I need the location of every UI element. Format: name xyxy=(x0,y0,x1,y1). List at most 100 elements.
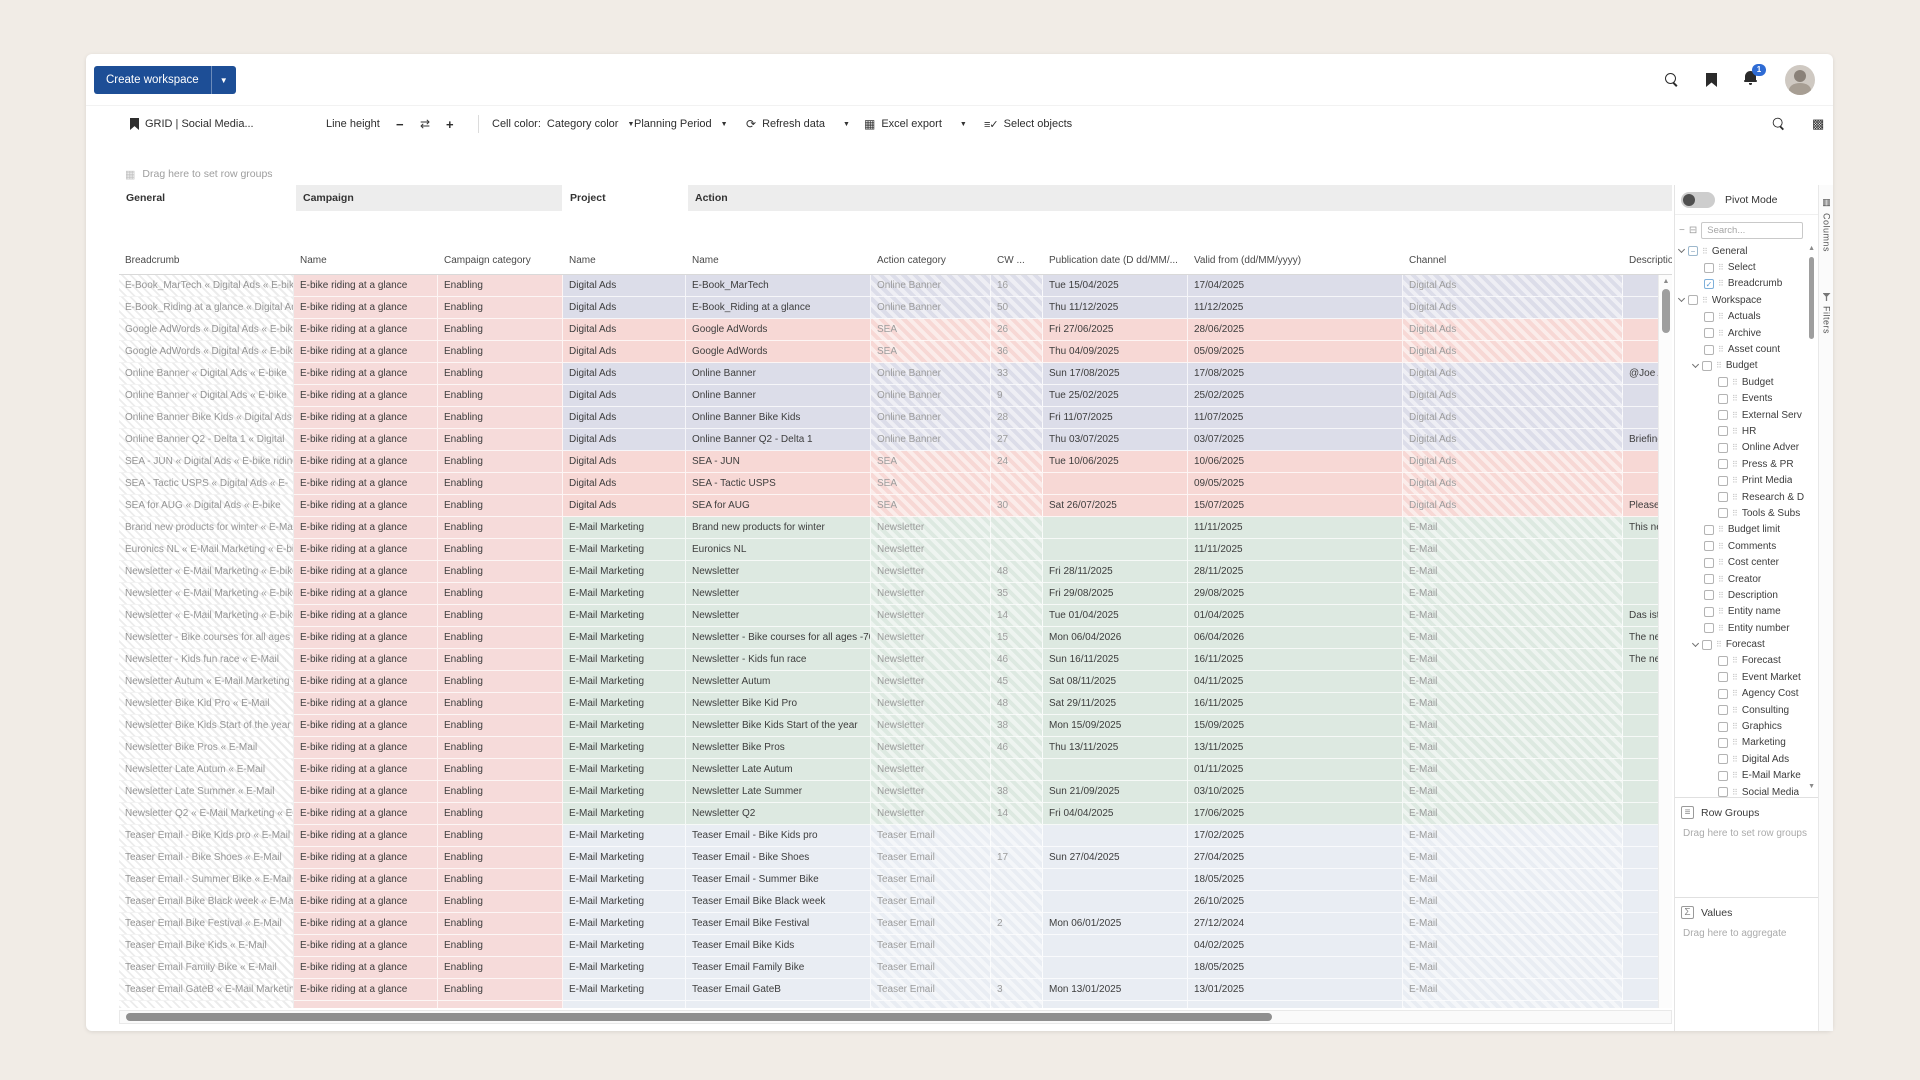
grid-cell[interactable] xyxy=(1043,539,1188,561)
tree-item[interactable]: ⠿ Agency Cost xyxy=(1675,686,1818,702)
tree-item[interactable]: ⠿ Cost center xyxy=(1675,554,1818,570)
grid-cell[interactable] xyxy=(1043,759,1188,781)
grid-cell[interactable] xyxy=(294,1001,438,1008)
cell-color-dropdown[interactable]: Cell color: Category color ▼ xyxy=(492,106,634,142)
grid-cell[interactable]: Teaser Email xyxy=(871,869,991,891)
grid-cell[interactable] xyxy=(991,891,1043,913)
grid-cell[interactable]: SEA for AUG xyxy=(686,495,871,517)
grid-cell[interactable]: 11/11/2025 xyxy=(1188,539,1403,561)
row-groups-section[interactable]: ≡ Row Groups Drag here to set row groups xyxy=(1675,797,1818,897)
grid-cell[interactable]: 24 xyxy=(991,451,1043,473)
grid-cell[interactable]: 3 xyxy=(991,979,1043,1001)
grid-row[interactable]: Teaser Email - Bike Kids pro « E-Mail E-b… xyxy=(119,825,1672,847)
grid-row[interactable]: Teaser Email GateB « E-Mail MarketingE-b… xyxy=(119,979,1672,1001)
grid-cell[interactable]: E-Mail xyxy=(1403,649,1623,671)
grid-cell[interactable]: Newsletter Late Autum « E-Mail xyxy=(119,759,294,781)
checkbox[interactable] xyxy=(1718,737,1728,748)
grid-cell[interactable]: Enabling xyxy=(438,715,563,737)
column-header[interactable]: CW ... xyxy=(997,255,1025,266)
grid-cell[interactable]: Online Banner xyxy=(686,363,871,385)
checkbox[interactable] xyxy=(1718,655,1728,666)
grid-cell[interactable]: E-Mail xyxy=(1403,605,1623,627)
grid-cell[interactable]: Enabling xyxy=(438,297,563,319)
tree-item[interactable]: ⠿ Entity number xyxy=(1675,620,1818,636)
drag-grip-icon[interactable]: ⠿ xyxy=(1718,607,1724,617)
grid-cell[interactable]: Teaser Email xyxy=(871,891,991,913)
grid-cell[interactable]: Newsletter xyxy=(871,517,991,539)
grid-cell[interactable]: E-Mail Marketing xyxy=(563,539,686,561)
grid-cell[interactable]: 25/02/2025 xyxy=(1188,385,1403,407)
grid-cell[interactable]: Digital Ads xyxy=(1403,341,1623,363)
tree-item[interactable]: ⠿ Asset count xyxy=(1675,341,1818,357)
grid-cell[interactable]: Teaser Email - Bike Kids pro xyxy=(686,825,871,847)
grid-cell[interactable]: E-bike riding at a glance xyxy=(294,451,438,473)
grid-cell[interactable]: 17 xyxy=(991,847,1043,869)
grid-cell[interactable]: Digital Ads xyxy=(1403,297,1623,319)
grid-cell[interactable]: E-Mail xyxy=(1403,891,1623,913)
grid-cell[interactable]: SEA xyxy=(871,473,991,495)
grid-cell[interactable]: Enabling xyxy=(438,935,563,957)
grid-cell[interactable]: E-bike riding at a glance xyxy=(294,297,438,319)
grid-cell[interactable]: Digital Ads xyxy=(563,473,686,495)
checkbox[interactable]: ✓ xyxy=(1704,278,1714,289)
grid-cell[interactable]: Digital Ads xyxy=(563,385,686,407)
grid-cell[interactable]: E-bike riding at a glance xyxy=(294,979,438,1001)
collapse-all-icon[interactable]: − xyxy=(1679,224,1685,236)
grid-cell[interactable]: Newsletter - Bike courses for all ages -… xyxy=(686,627,871,649)
grid-cell[interactable] xyxy=(991,935,1043,957)
checkbox[interactable] xyxy=(1718,705,1728,716)
grid-cell[interactable]: Teaser Email GateB xyxy=(686,979,871,1001)
column-header[interactable]: Action category xyxy=(877,255,946,266)
grid-cell[interactable]: Thu 03/07/2025 xyxy=(1043,429,1188,451)
line-height-decrease-button[interactable]: − xyxy=(396,116,404,132)
grid-cell[interactable]: Sun 16/11/2025 xyxy=(1043,649,1188,671)
grid-cell[interactable] xyxy=(991,869,1043,891)
grid-cell[interactable]: SEA xyxy=(871,451,991,473)
grid-cell[interactable]: E-bike riding at a glance xyxy=(294,891,438,913)
grid-cell[interactable]: Enabling xyxy=(438,627,563,649)
grid-cell[interactable]: 11/11/2025 xyxy=(1188,517,1403,539)
grid-cell[interactable]: Digital Ads xyxy=(1403,473,1623,495)
grid-cell[interactable]: E-bike riding at a glance xyxy=(294,605,438,627)
grid-cell[interactable] xyxy=(991,473,1043,495)
grid-cell[interactable]: E-bike riding at a glance xyxy=(294,495,438,517)
grid-cell[interactable]: Newsletter « E-Mail Marketing « E-bike xyxy=(119,583,294,605)
grid-cell[interactable]: E-bike riding at a glance xyxy=(294,407,438,429)
grid-cell[interactable]: Google AdWords xyxy=(686,341,871,363)
grid-cell[interactable]: Digital Ads xyxy=(1403,319,1623,341)
checkbox[interactable] xyxy=(1688,295,1698,306)
checkbox[interactable] xyxy=(1718,770,1728,781)
create-workspace-label[interactable]: Create workspace xyxy=(94,66,212,94)
grid-cell[interactable]: Online Banner xyxy=(871,385,991,407)
drag-grip-icon[interactable]: ⠿ xyxy=(1732,754,1738,764)
grid-cell[interactable]: E-Mail Marketing xyxy=(563,803,686,825)
grid-cell[interactable]: Enabling xyxy=(438,891,563,913)
grid-cell[interactable]: Digital Ads xyxy=(1403,495,1623,517)
chevron-down-icon[interactable] xyxy=(1677,246,1686,254)
tree-item[interactable]: ⠿ E-Mail Marke xyxy=(1675,768,1818,784)
grid-cell[interactable]: Thu 04/09/2025 xyxy=(1043,341,1188,363)
grid-cell[interactable]: 09/05/2025 xyxy=(1188,473,1403,495)
grid-cell[interactable]: 17/08/2025 xyxy=(1188,363,1403,385)
drag-grip-icon[interactable]: ⠿ xyxy=(1732,787,1738,797)
grid-cell[interactable]: 2 xyxy=(991,913,1043,935)
grid-cell[interactable]: Newsletter xyxy=(871,583,991,605)
grid-cell[interactable]: E-Mail xyxy=(1403,671,1623,693)
user-avatar[interactable] xyxy=(1785,65,1815,95)
grid-cell[interactable]: 18/05/2025 xyxy=(1188,957,1403,979)
grid-row[interactable]: SEA for AUG « Digital Ads « E-bike E-bike… xyxy=(119,495,1672,517)
grid-cell[interactable]: Online Banner Bike Kids « Digital Ads « xyxy=(119,407,294,429)
grid-cell[interactable]: Teaser Email - Bike Shoes « E-Mail xyxy=(119,847,294,869)
grid-row[interactable]: Newsletter « E-Mail Marketing « E-bike E-… xyxy=(119,605,1672,627)
grid-cell[interactable]: Teaser Email Bike Black week « E-Mail xyxy=(119,891,294,913)
grid-cell[interactable]: Digital Ads xyxy=(563,495,686,517)
grid-cell[interactable]: Newsletter xyxy=(871,737,991,759)
grid-cell[interactable]: Tue 10/06/2025 xyxy=(1043,451,1188,473)
column-header[interactable]: Valid from (dd/MM/yyyy) xyxy=(1194,255,1302,266)
bookmark-icon[interactable] xyxy=(1706,73,1717,87)
tree-item[interactable]: ⠿ Select xyxy=(1675,259,1818,275)
grid-row[interactable]: Newsletter Late Autum « E-Mail E-bike rid… xyxy=(119,759,1672,781)
grid-cell[interactable]: Enabling xyxy=(438,385,563,407)
drag-grip-icon[interactable]: ⠿ xyxy=(1732,722,1738,732)
grid-cell[interactable]: Newsletter Q2 « E-Mail Marketing « E- xyxy=(119,803,294,825)
